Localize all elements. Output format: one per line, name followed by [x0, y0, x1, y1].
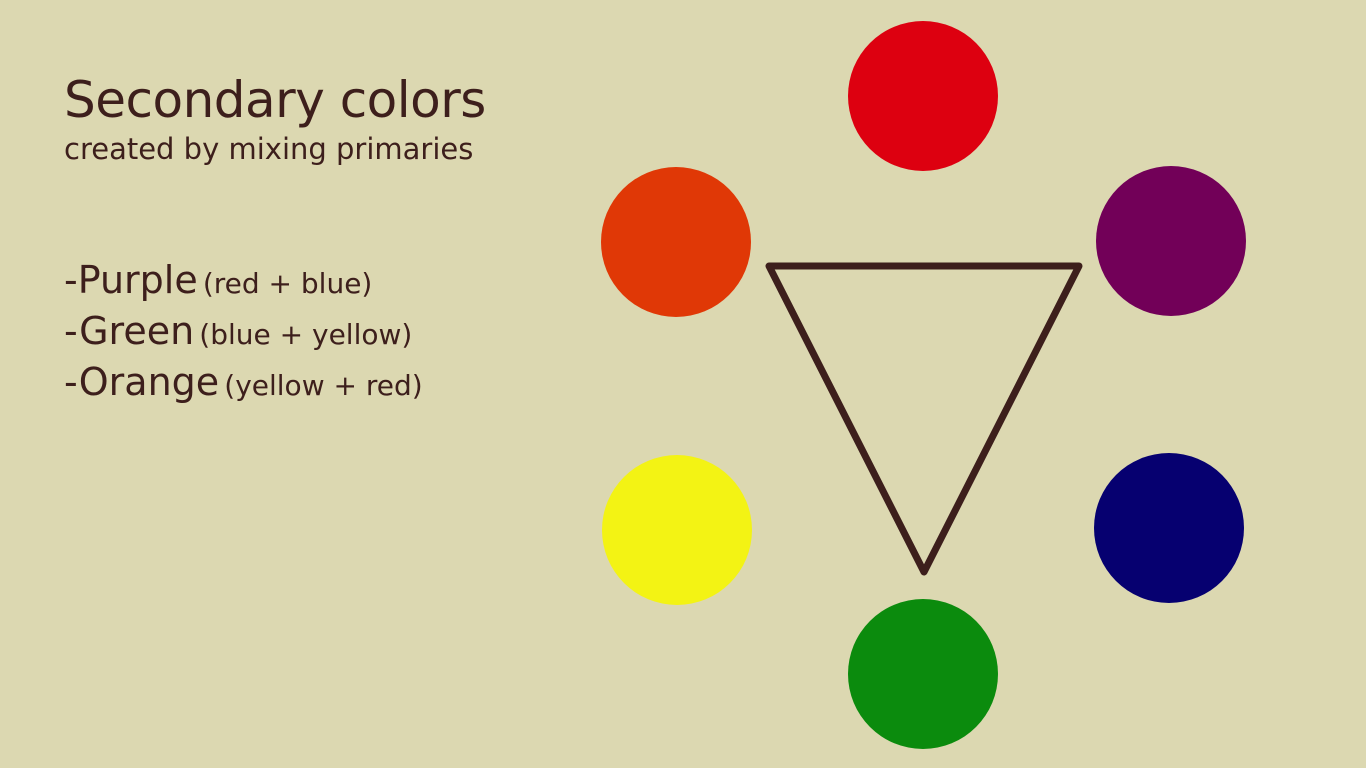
blue-circle: [1094, 453, 1244, 603]
secondary-triangle: [765, 262, 1083, 576]
green-label: -Green: [64, 309, 195, 353]
slide-subtitle: created by mixing primaries: [64, 132, 474, 166]
orange-circle: [601, 167, 751, 317]
red-circle: [848, 21, 998, 171]
green-mix: (blue + yellow): [199, 318, 413, 351]
secondary-colors-list: -Purple (red + blue) -Green (blue + yell…: [64, 256, 423, 409]
orange-label: -Orange: [64, 360, 220, 404]
list-item-green: -Green (blue + yellow): [64, 307, 423, 358]
purple-circle: [1096, 166, 1246, 316]
purple-label: -Purple: [64, 258, 198, 302]
yellow-circle: [602, 455, 752, 605]
purple-mix: (red + blue): [202, 267, 373, 300]
list-item-orange: -Orange (yellow + red): [64, 358, 423, 409]
orange-mix: (yellow + red): [224, 369, 423, 402]
slide-title: Secondary colors: [64, 71, 486, 129]
list-item-purple: -Purple (red + blue): [64, 256, 423, 307]
green-circle: [848, 599, 998, 749]
